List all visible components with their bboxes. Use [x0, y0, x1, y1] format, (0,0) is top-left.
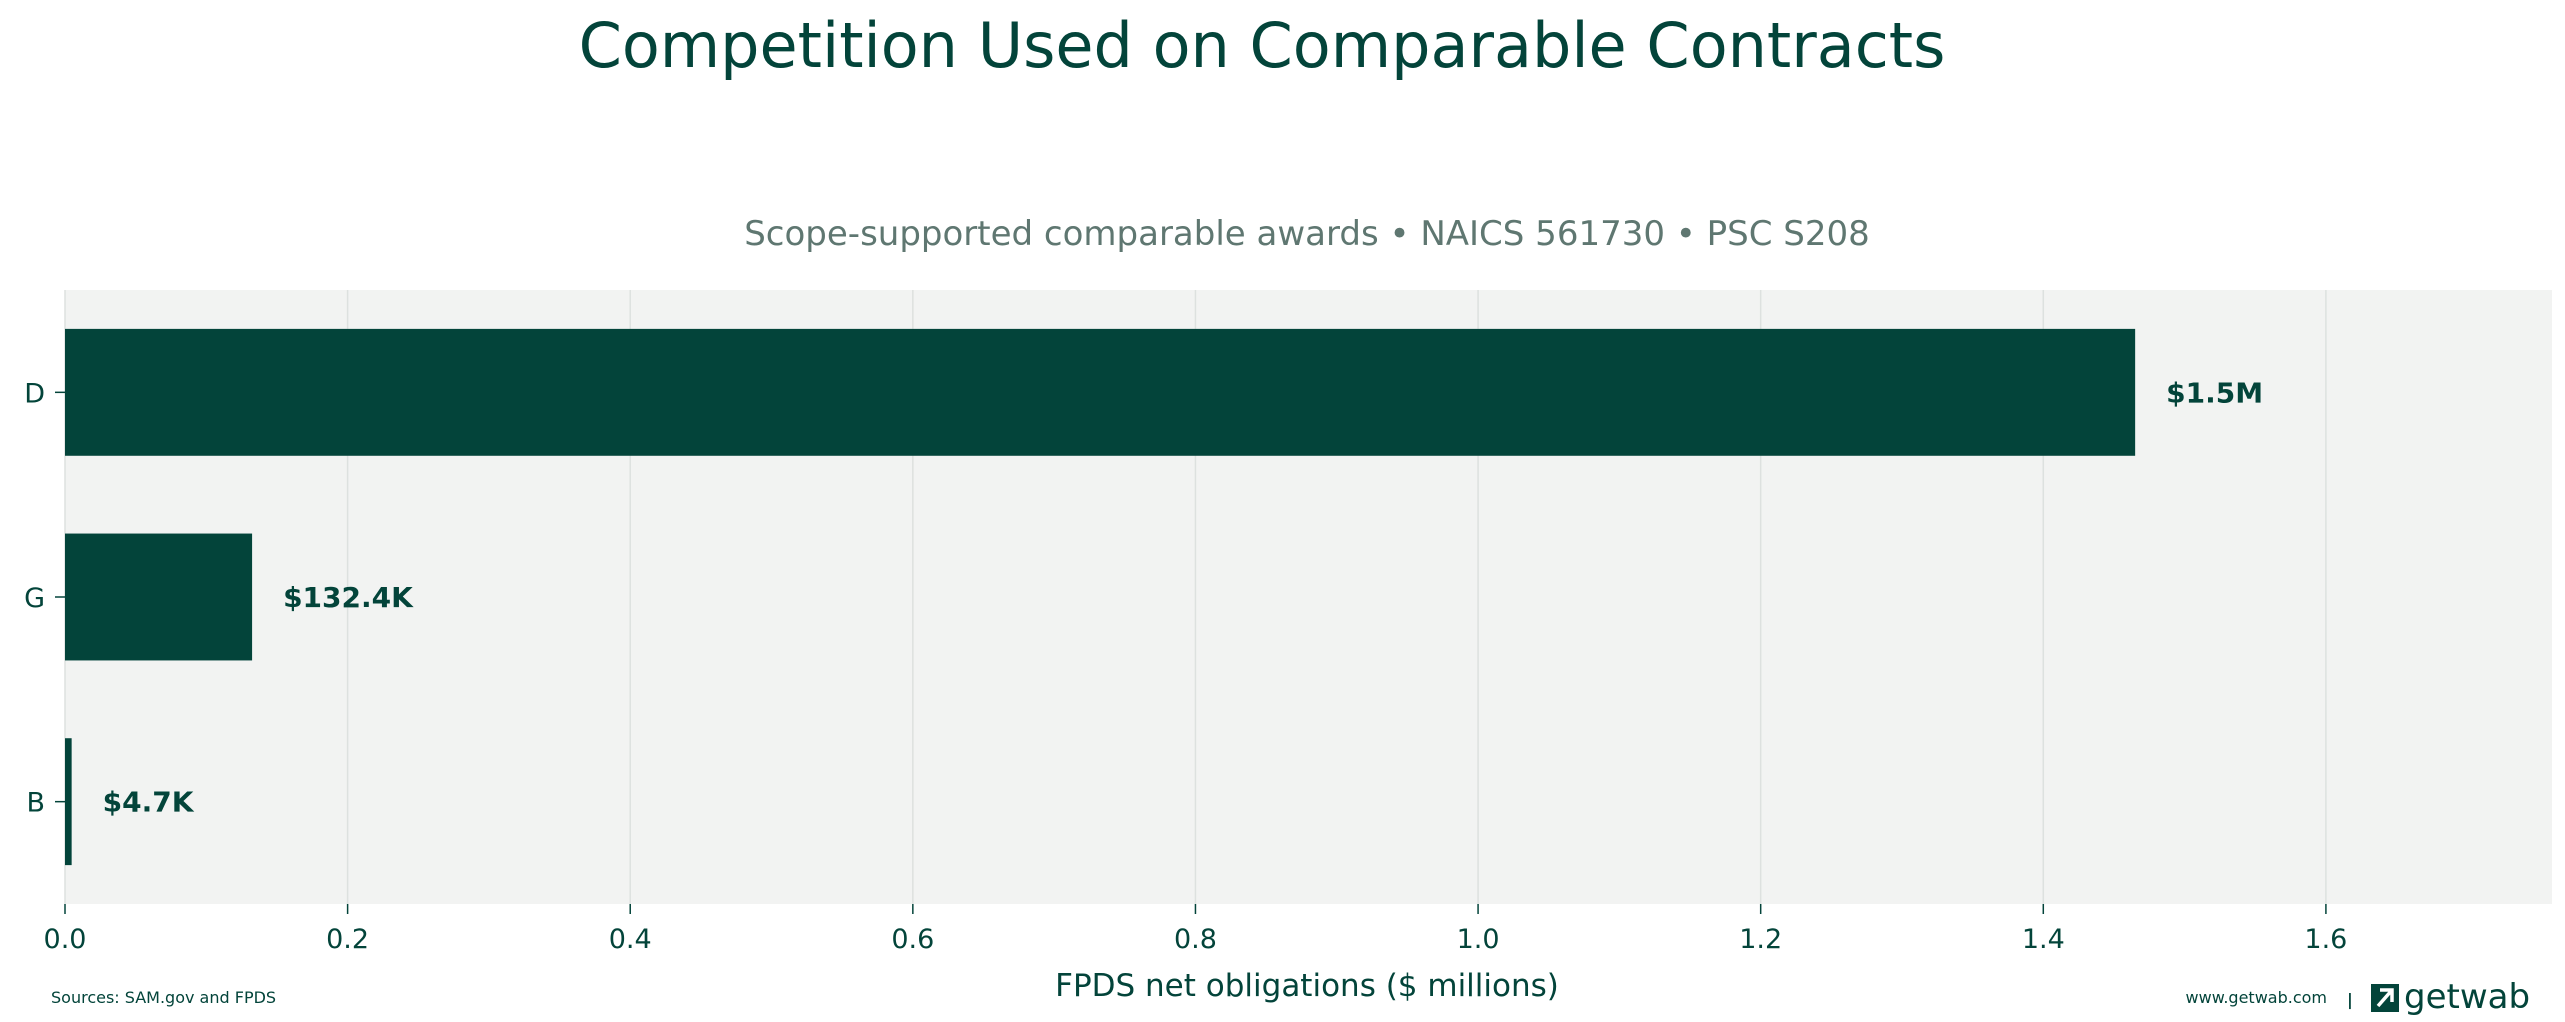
website-text: www.getwab.com: [2186, 988, 2327, 1007]
bar-B: [65, 738, 72, 866]
footer-separator: |: [2347, 990, 2353, 1010]
chart-title: Competition Used on Comparable Contracts: [579, 9, 1946, 82]
x-tick-label: 0.4: [609, 924, 652, 955]
x-tick-label: 0.6: [891, 924, 934, 955]
data-label-B: $4.7K: [103, 786, 195, 819]
bar-D: [65, 328, 2136, 456]
bars: $1.5M $132.4K $4.7K: [65, 328, 2263, 866]
brand-name: getwab: [2404, 977, 2530, 1017]
x-tick-label: 0.0: [44, 924, 87, 955]
chart-subtitle: Scope-supported comparable awards • NAIC…: [744, 214, 1870, 254]
x-tick-label: 1.4: [2022, 924, 2065, 955]
source-note: Sources: SAM.gov and FPDS: [51, 988, 276, 1007]
y-axis: D G B: [24, 378, 65, 819]
x-axis-label: FPDS net obligations ($ millions): [1055, 968, 1559, 1004]
y-tick-label-G: G: [24, 583, 45, 614]
y-tick-label-D: D: [24, 378, 45, 409]
x-axis: 0.0 0.2 0.4 0.6 0.8 1.0 1.2 1.4 1.6: [44, 904, 2347, 955]
data-label-G: $132.4K: [283, 581, 414, 614]
x-tick-label: 1.0: [1457, 924, 1500, 955]
x-tick-label: 1.2: [1739, 924, 1782, 955]
data-label-D: $1.5M: [2166, 376, 2263, 409]
x-tick-label: 1.6: [2304, 924, 2347, 955]
getwab-logo-icon: [2371, 984, 2399, 1012]
y-tick-label-B: B: [26, 788, 45, 819]
x-tick-label: 0.2: [326, 924, 369, 955]
bar-G: [65, 533, 253, 661]
x-tick-label: 0.8: [1174, 924, 1217, 955]
